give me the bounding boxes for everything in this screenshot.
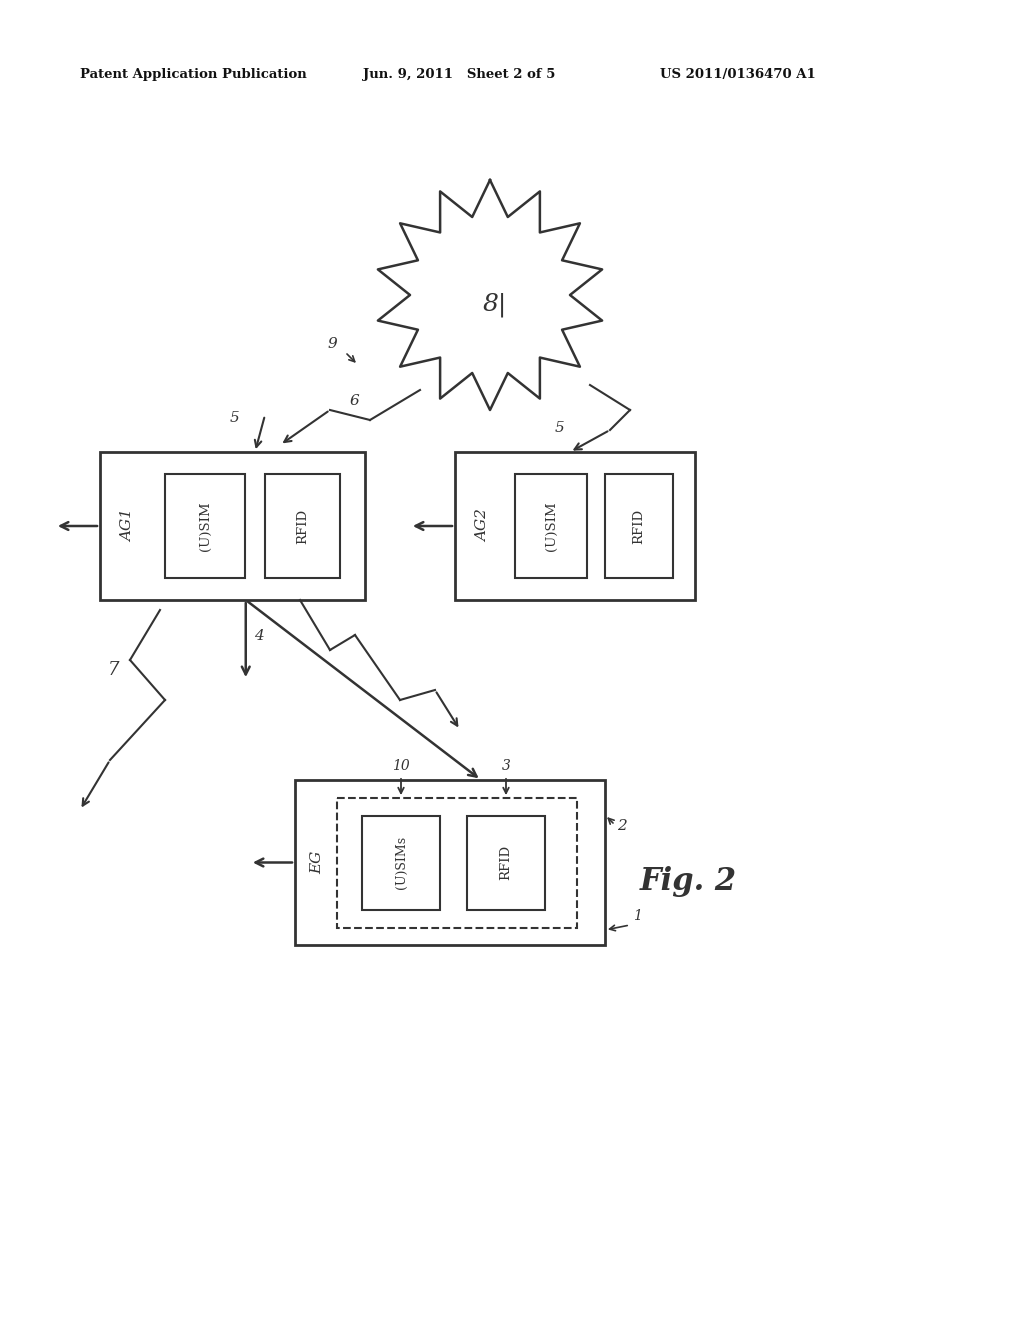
Text: Fig. 2: Fig. 2: [640, 866, 737, 898]
Text: (U)SIMs: (U)SIMs: [394, 836, 408, 890]
Text: US 2011/0136470 A1: US 2011/0136470 A1: [660, 69, 816, 81]
Bar: [265, 474, 340, 578]
Text: 5: 5: [230, 411, 240, 425]
Bar: [362, 816, 440, 909]
Bar: [165, 474, 245, 578]
Bar: [467, 816, 545, 909]
Bar: [515, 474, 587, 578]
Bar: [100, 451, 365, 601]
Text: (U)SIM: (U)SIM: [199, 502, 212, 550]
Text: RFID: RFID: [500, 845, 512, 880]
Text: RFID: RFID: [296, 508, 309, 544]
Text: 7: 7: [108, 661, 120, 678]
Text: AG1: AG1: [121, 510, 135, 543]
Bar: [605, 474, 673, 578]
Bar: [295, 780, 605, 945]
Text: 6: 6: [350, 393, 359, 408]
Text: (U)SIM: (U)SIM: [545, 502, 557, 550]
Bar: [337, 799, 577, 928]
Text: 4: 4: [254, 630, 263, 643]
Text: 8|: 8|: [483, 293, 507, 317]
Text: 10: 10: [392, 759, 410, 774]
Bar: [455, 451, 695, 601]
Text: AG2: AG2: [476, 510, 490, 543]
Text: RFID: RFID: [633, 508, 645, 544]
Text: 9: 9: [328, 337, 338, 351]
Text: EG: EG: [310, 851, 324, 874]
Text: 1: 1: [633, 909, 642, 923]
Text: Jun. 9, 2011   Sheet 2 of 5: Jun. 9, 2011 Sheet 2 of 5: [362, 69, 555, 81]
Text: 5: 5: [555, 421, 565, 436]
Text: Patent Application Publication: Patent Application Publication: [80, 69, 307, 81]
Text: 3: 3: [502, 759, 510, 774]
Text: 2: 2: [617, 818, 627, 833]
